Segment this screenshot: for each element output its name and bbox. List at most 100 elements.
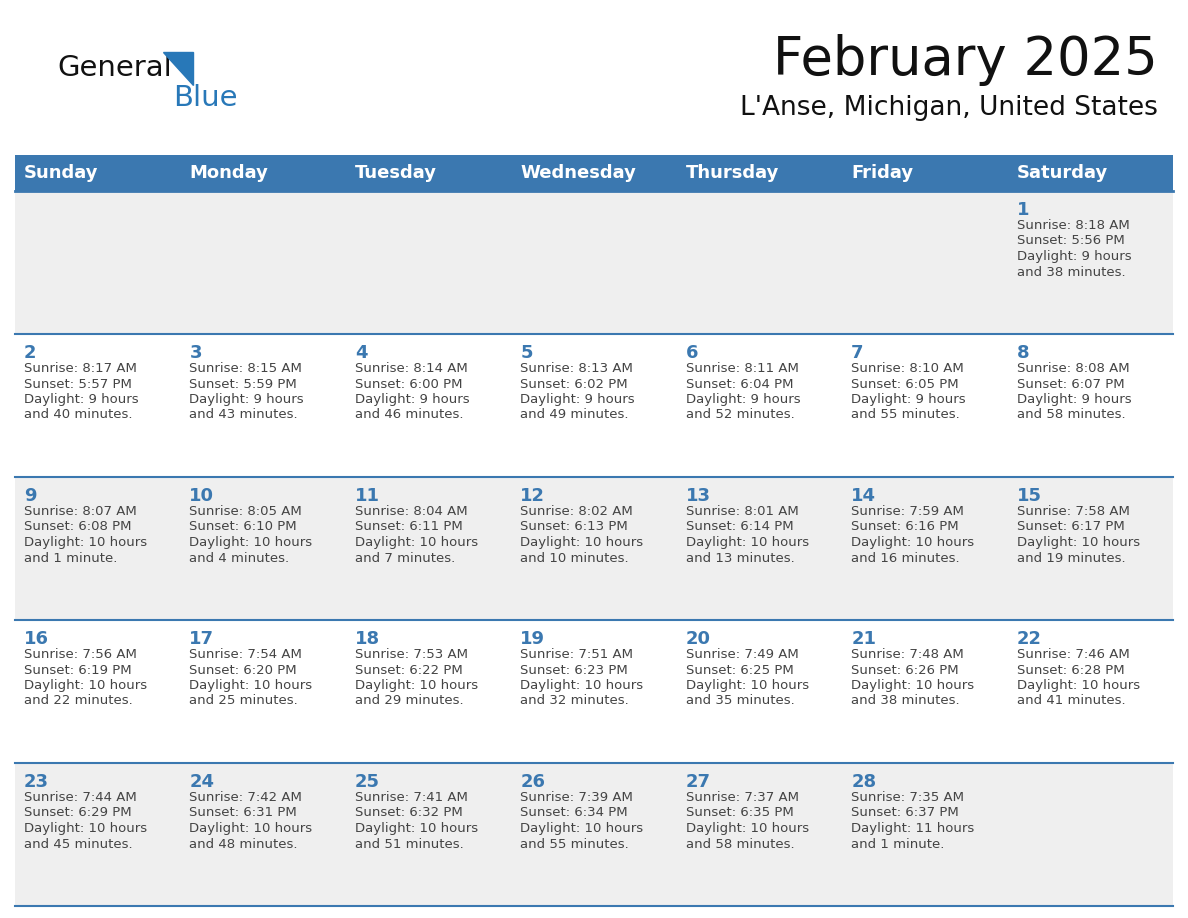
Text: Monday: Monday [189, 164, 268, 182]
Text: Sunrise: 8:15 AM: Sunrise: 8:15 AM [189, 362, 302, 375]
Text: 2: 2 [24, 344, 37, 362]
Text: and 41 minutes.: and 41 minutes. [1017, 695, 1125, 708]
Bar [15, 477, 1173, 620]
Text: Daylight: 9 hours: Daylight: 9 hours [1017, 393, 1131, 406]
Text: Sunrise: 7:48 AM: Sunrise: 7:48 AM [851, 648, 963, 661]
Text: 6: 6 [685, 344, 699, 362]
Text: and 55 minutes.: and 55 minutes. [851, 409, 960, 421]
Text: and 35 minutes.: and 35 minutes. [685, 695, 795, 708]
Text: Sunrise: 8:04 AM: Sunrise: 8:04 AM [355, 505, 468, 518]
Text: Daylight: 9 hours: Daylight: 9 hours [24, 393, 139, 406]
Text: Sunset: 6:19 PM: Sunset: 6:19 PM [24, 664, 132, 677]
Text: Sunrise: 7:49 AM: Sunrise: 7:49 AM [685, 648, 798, 661]
Text: 8: 8 [1017, 344, 1029, 362]
Text: 4: 4 [355, 344, 367, 362]
Text: and 52 minutes.: and 52 minutes. [685, 409, 795, 421]
Text: Daylight: 11 hours: Daylight: 11 hours [851, 822, 974, 835]
Text: Daylight: 10 hours: Daylight: 10 hours [851, 536, 974, 549]
Text: 7: 7 [851, 344, 864, 362]
Text: Sunset: 6:26 PM: Sunset: 6:26 PM [851, 664, 959, 677]
Text: and 4 minutes.: and 4 minutes. [189, 552, 290, 565]
Text: Daylight: 9 hours: Daylight: 9 hours [1017, 250, 1131, 263]
Text: Daylight: 10 hours: Daylight: 10 hours [189, 822, 312, 835]
Text: Daylight: 10 hours: Daylight: 10 hours [189, 536, 312, 549]
Text: Daylight: 9 hours: Daylight: 9 hours [355, 393, 469, 406]
Text: General: General [57, 54, 172, 82]
Text: 20: 20 [685, 630, 710, 648]
Text: Daylight: 10 hours: Daylight: 10 hours [520, 536, 644, 549]
Text: 5: 5 [520, 344, 532, 362]
Text: Sunset: 6:02 PM: Sunset: 6:02 PM [520, 377, 628, 390]
Text: and 58 minutes.: and 58 minutes. [685, 837, 795, 850]
Text: and 38 minutes.: and 38 minutes. [851, 695, 960, 708]
Text: Sunset: 6:08 PM: Sunset: 6:08 PM [24, 521, 132, 533]
Text: 25: 25 [355, 773, 380, 791]
Text: 11: 11 [355, 487, 380, 505]
Text: Sunrise: 8:05 AM: Sunrise: 8:05 AM [189, 505, 302, 518]
Text: 13: 13 [685, 487, 710, 505]
Text: Sunrise: 7:56 AM: Sunrise: 7:56 AM [24, 648, 137, 661]
Text: Sunrise: 8:02 AM: Sunrise: 8:02 AM [520, 505, 633, 518]
Text: Daylight: 10 hours: Daylight: 10 hours [355, 679, 478, 692]
Text: and 10 minutes.: and 10 minutes. [520, 552, 628, 565]
Text: and 1 minute.: and 1 minute. [24, 552, 118, 565]
Text: Sunrise: 7:53 AM: Sunrise: 7:53 AM [355, 648, 468, 661]
Text: Sunset: 6:37 PM: Sunset: 6:37 PM [851, 807, 959, 820]
Polygon shape [163, 52, 192, 85]
Text: and 46 minutes.: and 46 minutes. [355, 409, 463, 421]
Text: Sunset: 6:17 PM: Sunset: 6:17 PM [1017, 521, 1124, 533]
Text: Sunset: 6:28 PM: Sunset: 6:28 PM [1017, 664, 1124, 677]
Bar [15, 155, 181, 191]
Text: 27: 27 [685, 773, 710, 791]
Text: and 55 minutes.: and 55 minutes. [520, 837, 628, 850]
Text: Sunrise: 7:54 AM: Sunrise: 7:54 AM [189, 648, 302, 661]
Text: and 25 minutes.: and 25 minutes. [189, 695, 298, 708]
Text: Sunset: 6:04 PM: Sunset: 6:04 PM [685, 377, 794, 390]
Text: Saturday: Saturday [1017, 164, 1108, 182]
Text: Daylight: 10 hours: Daylight: 10 hours [520, 822, 644, 835]
Text: and 51 minutes.: and 51 minutes. [355, 837, 463, 850]
Text: Sunset: 5:56 PM: Sunset: 5:56 PM [1017, 234, 1124, 248]
Text: and 19 minutes.: and 19 minutes. [1017, 552, 1125, 565]
Text: Daylight: 9 hours: Daylight: 9 hours [851, 393, 966, 406]
Text: Sunrise: 7:46 AM: Sunrise: 7:46 AM [1017, 648, 1130, 661]
Text: Thursday: Thursday [685, 164, 779, 182]
Text: Daylight: 10 hours: Daylight: 10 hours [1017, 679, 1139, 692]
Text: 22: 22 [1017, 630, 1042, 648]
Text: Sunset: 6:34 PM: Sunset: 6:34 PM [520, 807, 628, 820]
Text: and 49 minutes.: and 49 minutes. [520, 409, 628, 421]
Text: 26: 26 [520, 773, 545, 791]
Bar [1007, 155, 1173, 191]
Text: Sunset: 6:13 PM: Sunset: 6:13 PM [520, 521, 628, 533]
Text: Sunset: 6:07 PM: Sunset: 6:07 PM [1017, 377, 1124, 390]
Text: Sunrise: 7:42 AM: Sunrise: 7:42 AM [189, 791, 302, 804]
Text: Sunrise: 7:44 AM: Sunrise: 7:44 AM [24, 791, 137, 804]
Text: and 58 minutes.: and 58 minutes. [1017, 409, 1125, 421]
Text: Sunset: 6:32 PM: Sunset: 6:32 PM [355, 807, 462, 820]
Text: Daylight: 10 hours: Daylight: 10 hours [685, 536, 809, 549]
Text: Sunrise: 7:51 AM: Sunrise: 7:51 AM [520, 648, 633, 661]
Text: Daylight: 10 hours: Daylight: 10 hours [1017, 536, 1139, 549]
Text: Sunrise: 7:58 AM: Sunrise: 7:58 AM [1017, 505, 1130, 518]
Text: Daylight: 10 hours: Daylight: 10 hours [24, 536, 147, 549]
Text: Sunrise: 7:39 AM: Sunrise: 7:39 AM [520, 791, 633, 804]
Text: Sunset: 6:20 PM: Sunset: 6:20 PM [189, 664, 297, 677]
Text: Tuesday: Tuesday [355, 164, 437, 182]
Text: Sunrise: 8:17 AM: Sunrise: 8:17 AM [24, 362, 137, 375]
Text: and 1 minute.: and 1 minute. [851, 837, 944, 850]
Bar [15, 334, 1173, 477]
Text: 16: 16 [24, 630, 49, 648]
Text: Sunset: 6:00 PM: Sunset: 6:00 PM [355, 377, 462, 390]
Text: 14: 14 [851, 487, 876, 505]
Text: and 40 minutes.: and 40 minutes. [24, 409, 133, 421]
Text: Sunset: 6:35 PM: Sunset: 6:35 PM [685, 807, 794, 820]
Text: Friday: Friday [851, 164, 914, 182]
Text: and 32 minutes.: and 32 minutes. [520, 695, 628, 708]
Text: and 16 minutes.: and 16 minutes. [851, 552, 960, 565]
Text: Sunrise: 7:41 AM: Sunrise: 7:41 AM [355, 791, 468, 804]
Text: Daylight: 10 hours: Daylight: 10 hours [355, 822, 478, 835]
Text: 1: 1 [1017, 201, 1029, 219]
Text: Sunrise: 8:07 AM: Sunrise: 8:07 AM [24, 505, 137, 518]
Text: 23: 23 [24, 773, 49, 791]
Text: and 13 minutes.: and 13 minutes. [685, 552, 795, 565]
